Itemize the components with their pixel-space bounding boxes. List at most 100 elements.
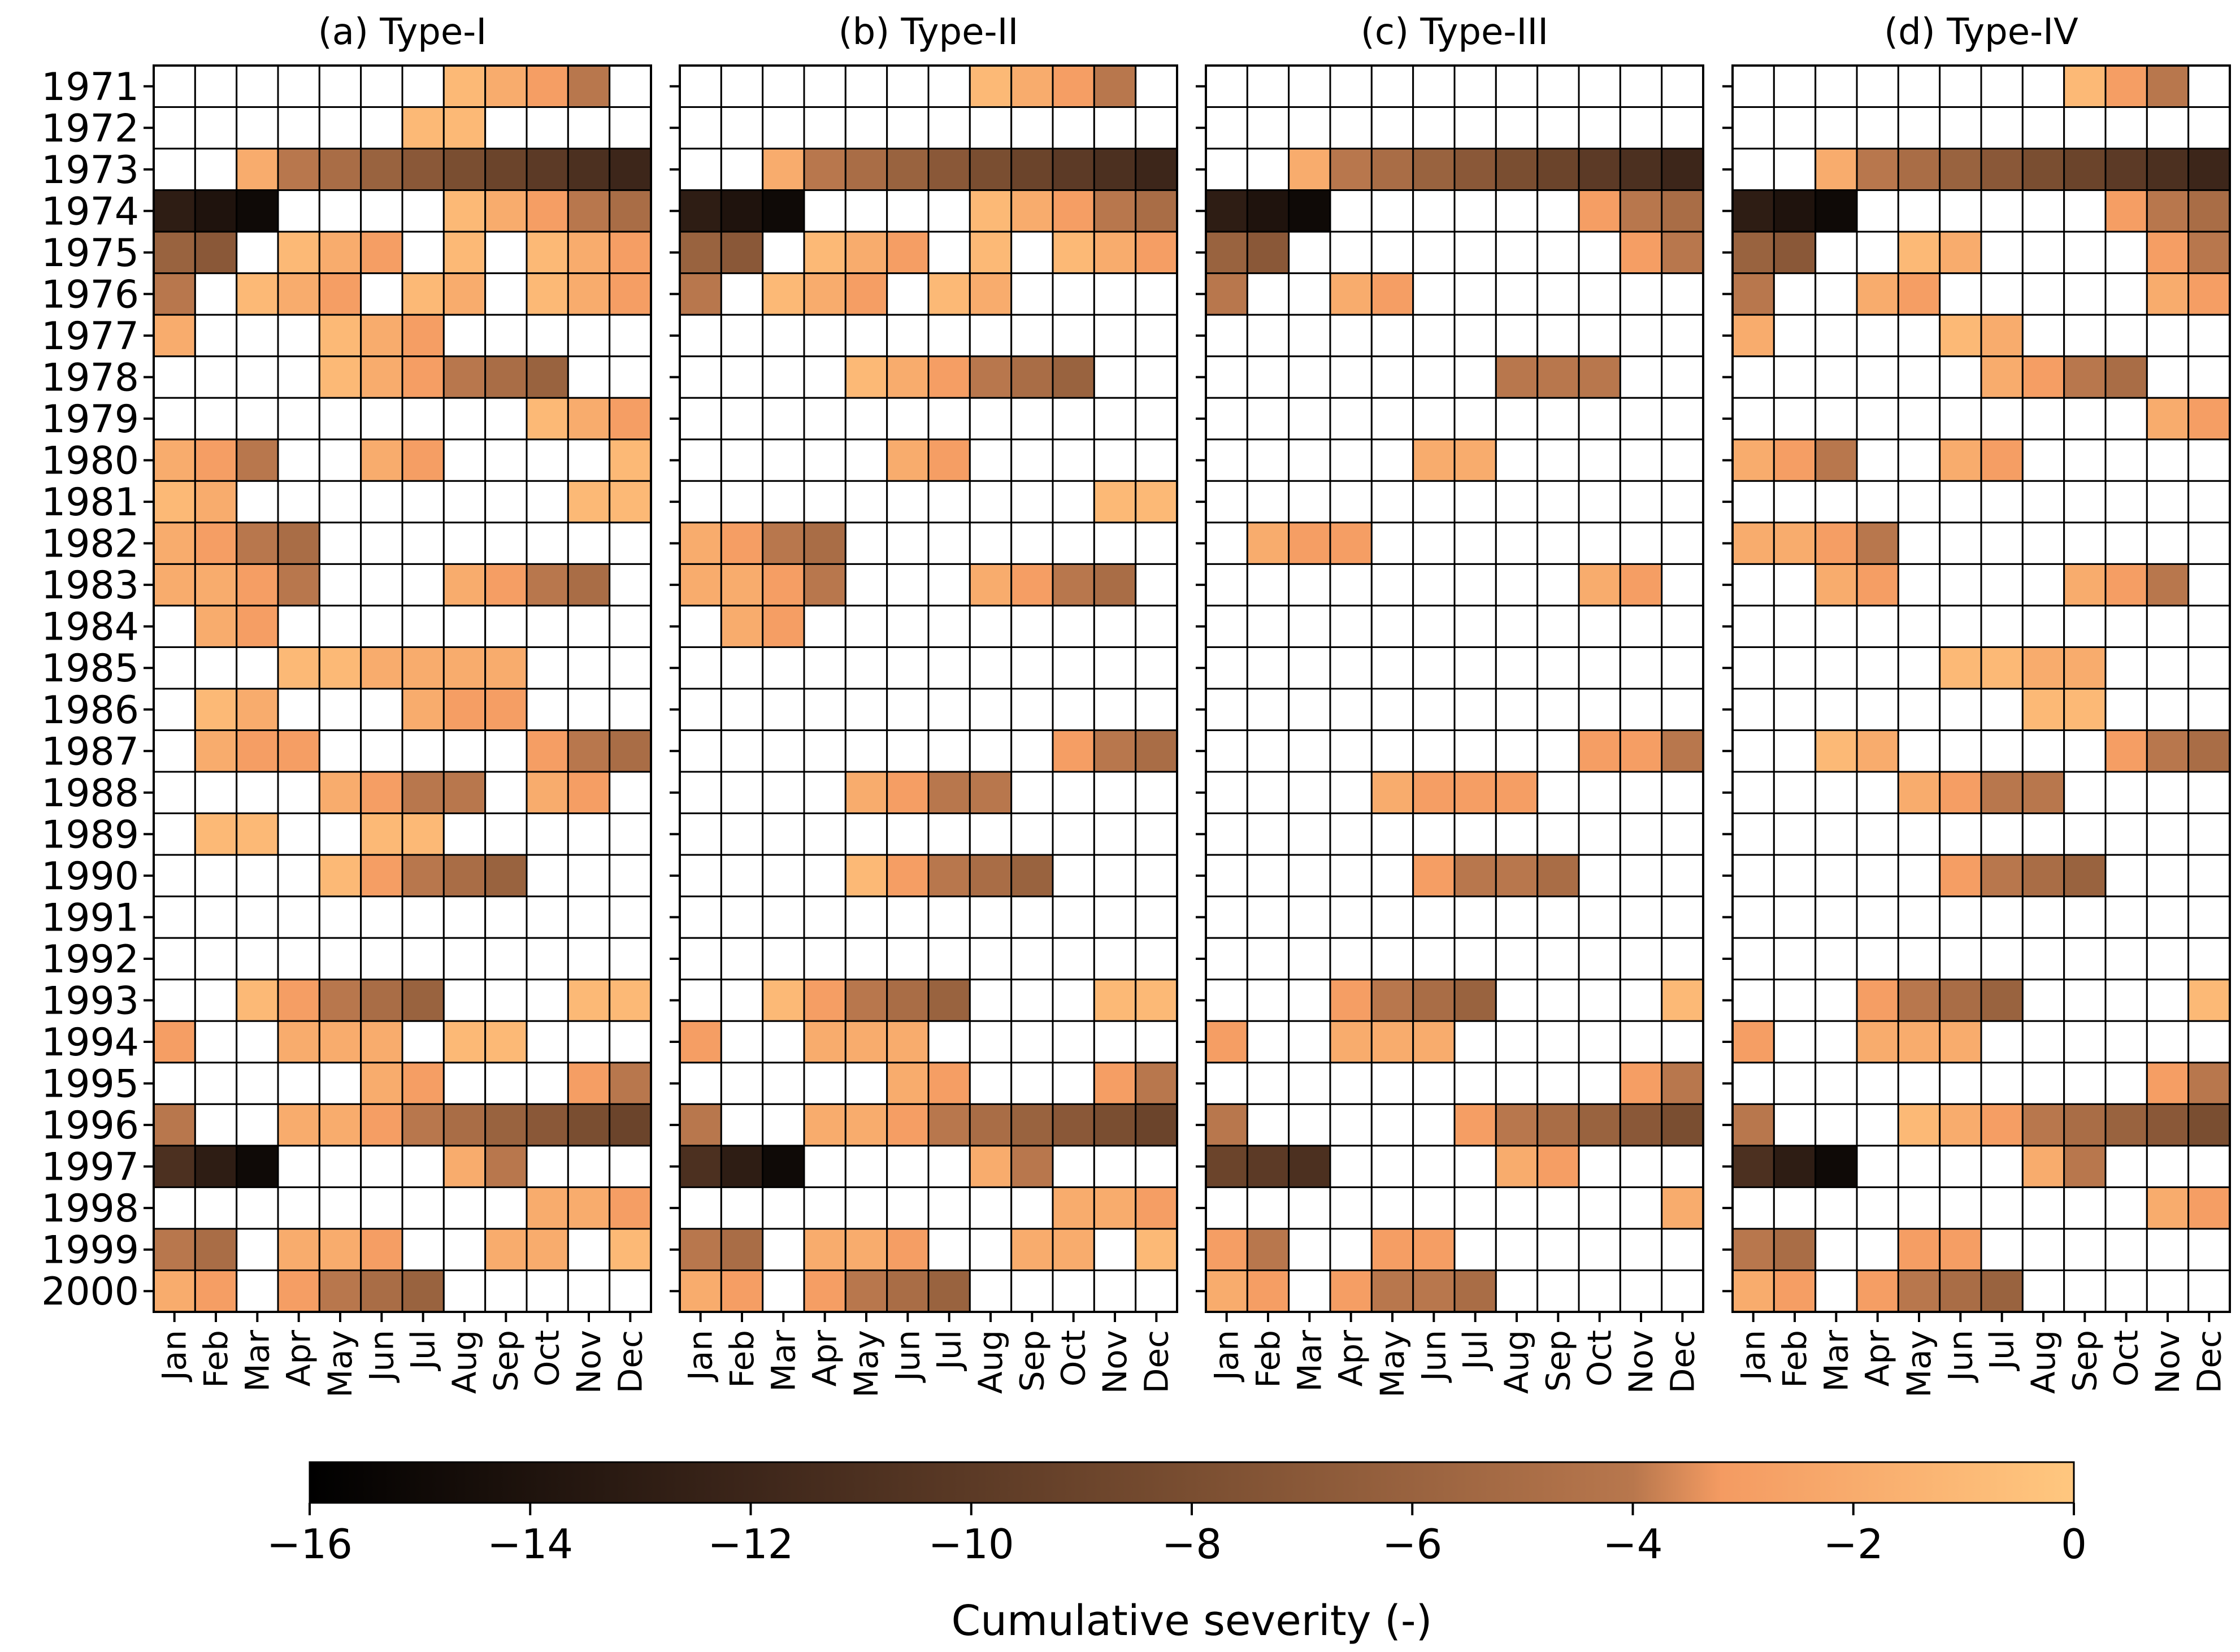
heatmap-cell: [927, 64, 971, 108]
heatmap-cell: [1897, 1062, 1941, 1105]
heatmap-cell: [2063, 1020, 2107, 1064]
heatmap-cell: [1135, 1103, 1178, 1147]
heatmap-cell: [1980, 231, 2024, 275]
heatmap-cell: [609, 480, 652, 524]
heatmap-cell: [1773, 64, 1817, 108]
heatmap-cell: [1536, 1269, 1580, 1313]
heatmap-cell: [1329, 231, 1373, 275]
heatmap-cell: [2146, 812, 2190, 856]
heatmap-cell: [1773, 729, 1817, 773]
heatmap-cell: [1731, 1062, 1775, 1105]
heatmap-cell: [762, 314, 805, 358]
heatmap-cell: [2104, 397, 2148, 441]
heatmap-cell: [2104, 480, 2148, 524]
heatmap-cell: [1288, 812, 1331, 856]
heatmap-cell: [1329, 521, 1373, 565]
heatmap-cell: [1773, 688, 1817, 732]
heatmap-cell: [2063, 895, 2107, 939]
heatmap-cell: [803, 895, 846, 939]
heatmap-cell: [1619, 771, 1663, 815]
heatmap-cell: [1370, 812, 1414, 856]
x-tick-label: Nov: [1096, 1330, 1134, 1394]
heatmap-cell: [1010, 397, 1054, 441]
heatmap-cell: [1897, 397, 1941, 441]
heatmap-cell: [1288, 314, 1331, 358]
heatmap-cell: [1536, 189, 1580, 233]
heatmap-cell: [1135, 1269, 1178, 1313]
heatmap-cell: [1939, 189, 1982, 233]
heatmap-cell: [194, 895, 238, 939]
heatmap-cell: [844, 771, 888, 815]
heatmap-cell: [2146, 480, 2190, 524]
heatmap-cell: [886, 729, 930, 773]
heatmap-cell: [844, 480, 888, 524]
heatmap-cell: [803, 397, 846, 441]
y-tick-label: 1974: [41, 189, 139, 234]
heatmap-cell: [277, 1269, 320, 1313]
x-tick-label: Sep: [1013, 1330, 1051, 1392]
heatmap-cell: [927, 106, 971, 150]
heatmap-cell: [442, 1186, 487, 1230]
heatmap-cell: [153, 272, 196, 316]
heatmap-cell: [927, 1103, 971, 1147]
heatmap-cell: [1814, 64, 1858, 108]
heatmap-cell: [1093, 397, 1137, 441]
heatmap-cell: [1661, 688, 1704, 732]
heatmap-cell: [803, 521, 846, 565]
heatmap-cell: [1329, 355, 1373, 399]
heatmap-cell: [1370, 314, 1414, 358]
heatmap-cell: [1578, 646, 1621, 690]
heatmap-cell: [1814, 397, 1858, 441]
heatmap-cell: [567, 1020, 611, 1064]
heatmap-cell: [1205, 688, 1248, 732]
heatmap-cell: [401, 480, 445, 524]
heatmap-cell: [1980, 147, 2024, 192]
heatmap-cell: [2146, 1269, 2190, 1313]
heatmap-cell: [1619, 438, 1663, 482]
heatmap-cell: [1010, 563, 1054, 607]
heatmap-cell: [609, 1228, 652, 1271]
heatmap-cell: [969, 480, 1013, 524]
heatmap-cell: [1288, 729, 1331, 773]
panel-title: (d) Type-IV: [1884, 11, 2078, 53]
heatmap-cell: [1093, 854, 1137, 898]
heatmap-cell: [442, 1269, 487, 1313]
heatmap-cell: [679, 106, 722, 150]
heatmap-cell: [360, 1269, 403, 1313]
heatmap-cell: [803, 147, 846, 192]
heatmap-cell: [1370, 106, 1414, 150]
heatmap-cell: [1370, 480, 1414, 524]
heatmap-cell: [277, 1145, 320, 1188]
heatmap-cell: [1980, 397, 2024, 441]
heatmap-cell: [360, 1020, 403, 1064]
heatmap-cell: [1453, 1020, 1497, 1064]
heatmap-cell: [1052, 231, 1095, 275]
heatmap-cell: [484, 895, 528, 939]
heatmap-cell: [484, 646, 528, 690]
heatmap-cell: [401, 1103, 445, 1147]
heatmap-cell: [1814, 688, 1858, 732]
heatmap-cell: [1773, 480, 1817, 524]
heatmap-cell: [1010, 147, 1054, 192]
heatmap-cell: [1731, 521, 1775, 565]
heatmap-cell: [526, 231, 569, 275]
heatmap-cell: [318, 438, 362, 482]
heatmap-cell: [401, 355, 445, 399]
heatmap-cell: [969, 355, 1013, 399]
heatmap-cell: [1495, 272, 1539, 316]
heatmap-cell: [886, 189, 930, 233]
heatmap-cell: [1135, 979, 1178, 1022]
heatmap-cell: [609, 854, 652, 898]
heatmap-cell: [1246, 854, 1290, 898]
heatmap-cell: [1939, 438, 1982, 482]
heatmap-cell: [1814, 438, 1858, 482]
heatmap-cell: [1412, 771, 1456, 815]
heatmap-cell: [1453, 397, 1497, 441]
heatmap-cell: [927, 1228, 971, 1271]
heatmap-cell: [567, 563, 611, 607]
heatmap-cell: [1661, 189, 1704, 233]
heatmap-cell: [1370, 1020, 1414, 1064]
heatmap-cell: [2187, 729, 2231, 773]
heatmap-cell: [153, 1062, 196, 1105]
